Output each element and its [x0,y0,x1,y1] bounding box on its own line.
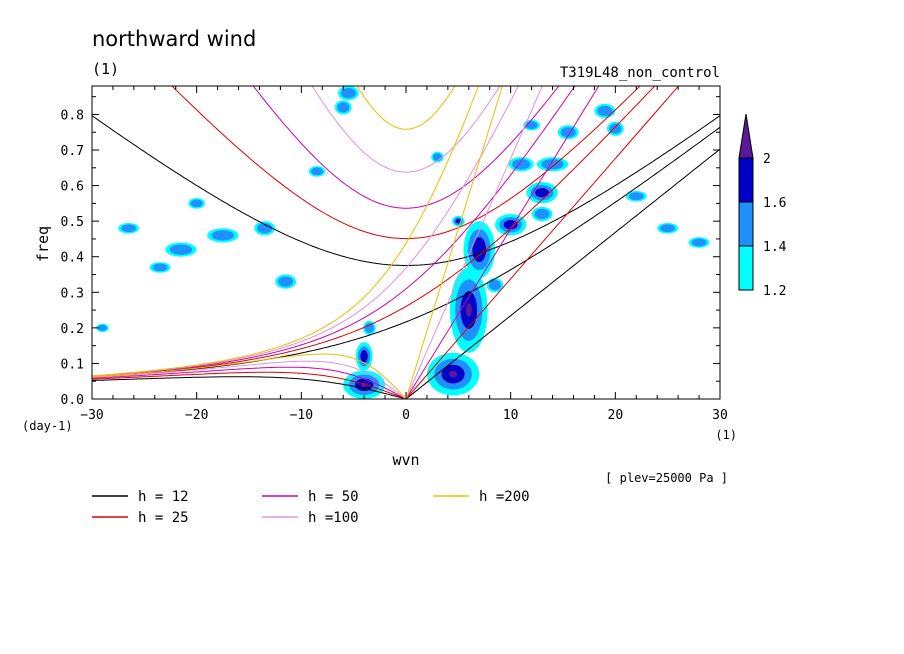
curve-kelvin-4 [405,86,503,399]
contour-blob-19-level-1 [278,276,294,287]
contour-blob-0-level-3 [448,370,458,378]
contour-blob-25-level-1 [364,322,374,333]
y-tick-label-6: 0.6 [61,180,84,195]
contour-blob-28-level-1 [311,167,324,176]
curve-rossby-4 [92,353,407,399]
y-axis-label: freq [34,226,52,262]
contour-blob-31-level-2 [455,218,462,224]
contour-blob-22-level-1 [628,192,644,201]
x-tick-label-6: 30 [712,408,728,423]
curve-kelvin-2 [405,86,600,399]
curve-kelvin-1 [405,86,680,399]
y-tick-label-8: 0.8 [61,108,84,123]
pressure-level-note: [ plev=25000 Pa ] [605,471,728,485]
contour-blob-2-level-2 [472,237,487,263]
curve-mrg-2 [92,86,576,377]
contour-blob-26-level-1 [488,280,501,291]
legend-label-4: h =200 [479,489,530,505]
y-axis-unit: (day-1) [22,419,73,433]
contour-blob-17-level-1 [211,230,235,241]
contour-blob-15-level-1 [121,224,137,233]
contour-blob-30-level-1 [609,123,622,134]
experiment-label: T319L48_non_control [560,65,720,81]
contour-blob-23-level-1 [660,224,676,233]
curve-mrg-3 [92,86,519,377]
x-tick-label-4: 10 [503,408,519,423]
curve-rossby-0 [92,376,407,399]
legend-label-3: h =100 [308,510,359,526]
contour-blob-29-level-1 [432,153,442,161]
curve-rossby-2 [92,366,407,399]
colorbar-label-2: 1.6 [763,196,786,211]
curve-mrg-1 [92,86,656,378]
y-tick-label-2: 0.2 [61,322,84,337]
y-tick-label-3: 0.3 [61,286,84,301]
contour-blob-21-level-1 [190,199,203,208]
curve-ig-3 [311,86,501,173]
curve-rossby-1 [92,371,407,399]
curve-ig-0 [92,115,720,266]
contour-blob-5-level-2 [503,220,518,230]
curve-rossby-3 [92,360,407,399]
x-tick-label-3: 0 [402,408,410,423]
chart-subtitle: (1) [92,60,119,78]
contour-blob-16-level-1 [169,244,193,255]
curve-mrg-0 [92,126,720,378]
colorbar-label-1: 1.4 [763,240,787,255]
legend: h = 12 h = 25 h = 50 h =100 h =200 [92,489,530,526]
legend-label-1: h = 25 [138,510,189,526]
contour-blob-4-level-2 [360,350,368,363]
legend-label-2: h = 50 [308,489,359,505]
colorbar-segment-1 [738,201,754,247]
curve-ig-1 [171,86,641,240]
contour-blob-27-level-1 [97,324,107,331]
contour-blob-20-level-1 [152,263,168,272]
x-axis-label: wvn [392,451,419,469]
contour-fill-layer [96,86,710,400]
y-tick-label-5: 0.5 [61,215,84,230]
x-axis-unit: (1) [715,428,737,442]
curve-kelvin-3 [405,86,543,399]
contour-blob-18-level-1 [257,223,273,234]
y-tick-label-0: 0.0 [61,393,84,408]
x-tick-label-5: 20 [608,408,624,423]
colorbar: 1.2 1.4 1.6 2 [738,113,787,299]
colorbar-label-0: 1.2 [763,284,786,299]
contour-blob-9-level-1 [534,208,550,220]
x-tick-label-2: −10 [290,408,313,423]
y-tick-label-1: 0.1 [61,357,84,372]
contour-blob-13-level-1 [337,102,350,113]
y-tick-label-4: 0.4 [61,251,85,266]
axis-ticks: −30 −20 −10 0 10 20 30 0.0 0.1 0.2 0.3 0.4 0.5 0.6 0.7… [61,86,728,423]
x-tick-label-0: −30 [80,408,103,423]
contour-blob-24-level-1 [691,238,707,247]
dispersion-curve-layer [92,86,720,399]
contour-blob-12-level-1 [597,105,613,117]
colorbar-segment-2 [738,157,754,203]
x-tick-label-1: −20 [185,408,208,423]
contour-blob-6-level-2 [535,188,549,198]
contour-blob-14-level-1 [340,87,356,99]
chart-title: northward wind [92,27,256,51]
legend-label-0: h = 12 [138,489,189,505]
curve-ig-4 [356,86,456,130]
contour-blob-1-level-3 [465,303,472,317]
curve-mrg-4 [92,86,480,377]
curve-kelvin-0 [405,148,720,399]
curve-ig-2 [252,86,560,209]
colorbar-label-3: 2 [763,152,771,167]
colorbar-extend-triangle [738,113,754,159]
colorbar-segment-0 [738,245,754,291]
y-tick-label-7: 0.7 [61,144,84,159]
